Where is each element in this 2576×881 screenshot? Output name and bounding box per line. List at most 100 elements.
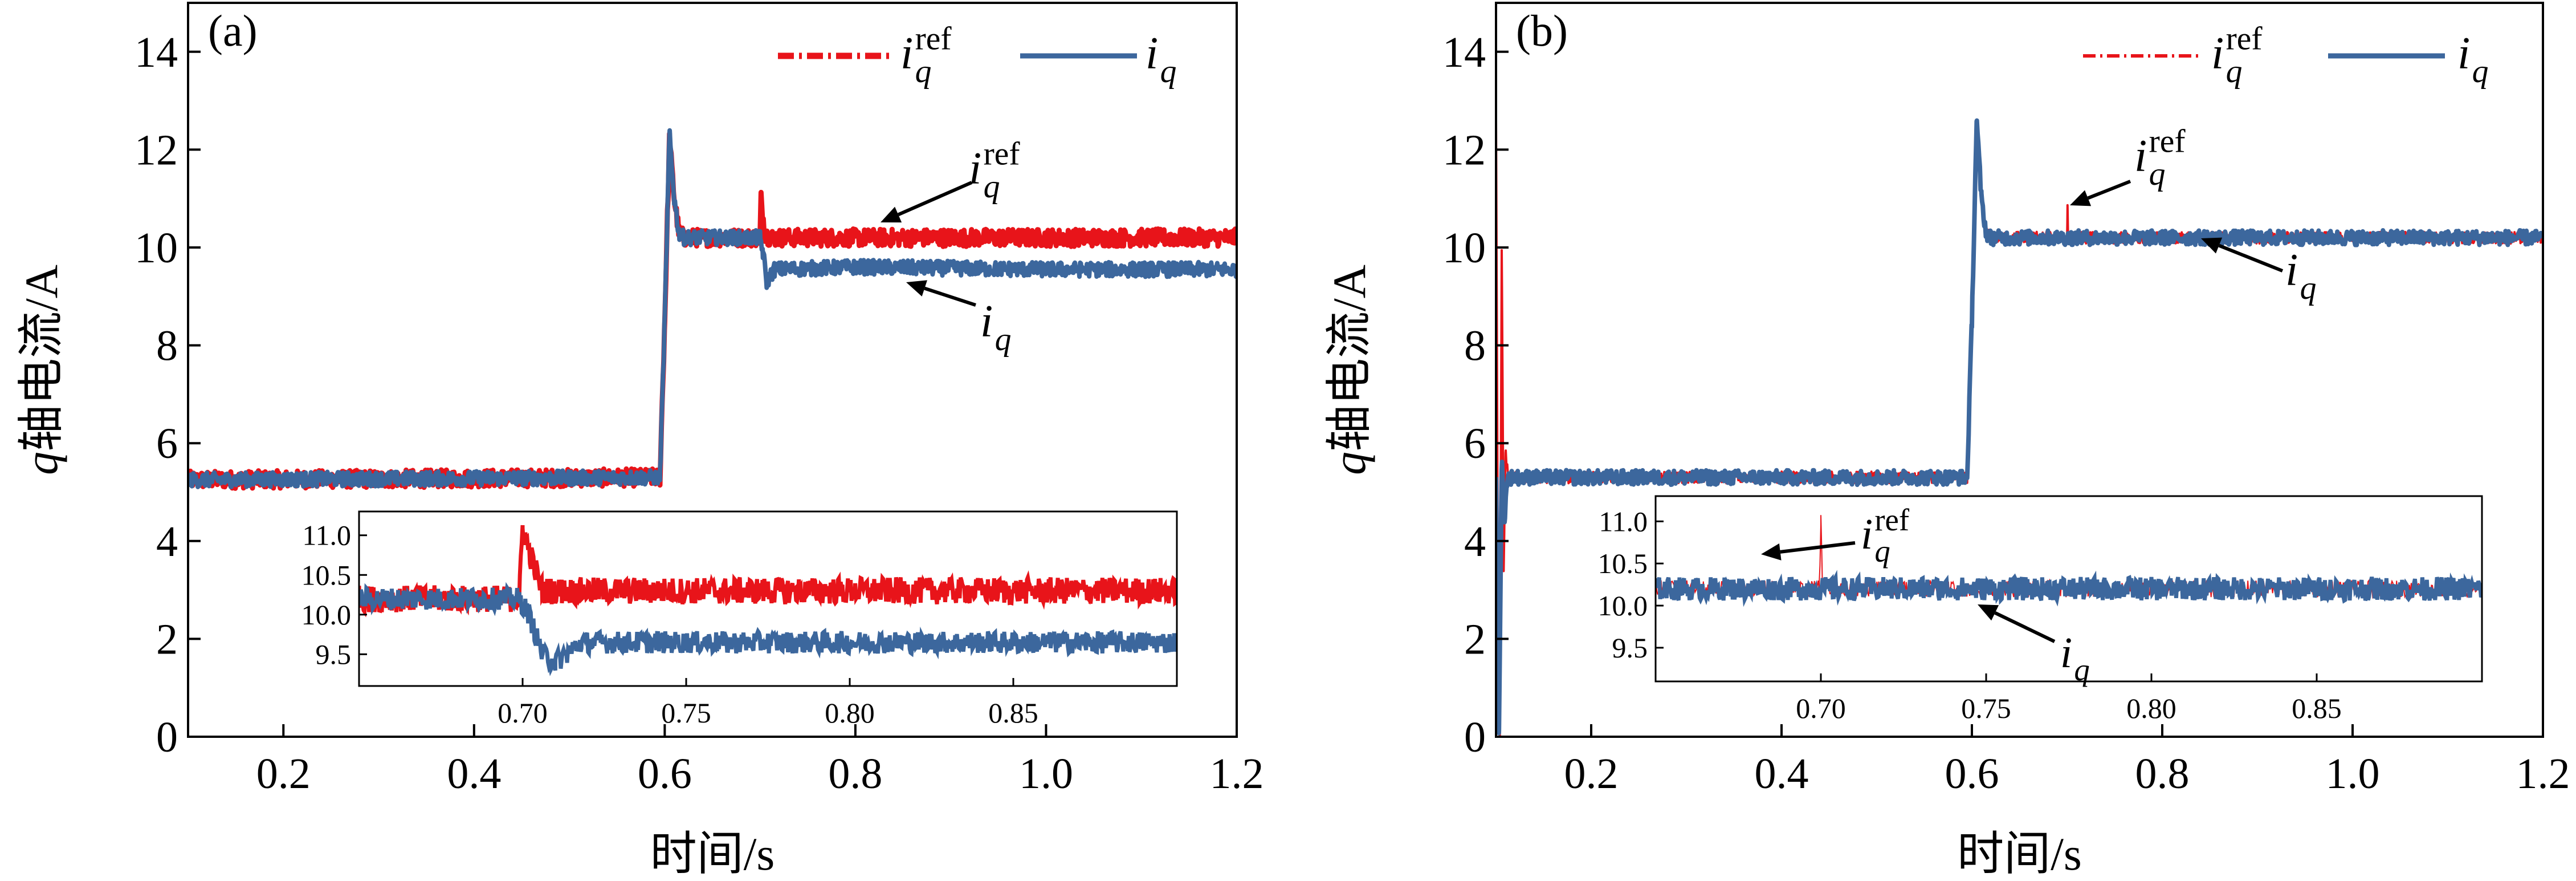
annotation-label-iq-ref-base: i: [969, 144, 981, 194]
x-tick-label: 1.0: [1019, 750, 1073, 798]
inset-annotation-label-iq-sub: q: [2074, 652, 2089, 687]
annotation-label-iq-base: i: [980, 297, 993, 347]
inset-x-tick-label: 0.80: [825, 697, 875, 729]
legend-label-iq-ref-sup: ref: [915, 21, 952, 56]
inset-y-tick-label: 9.5: [316, 638, 352, 670]
x-axis-label: 时间/s: [650, 828, 775, 878]
legend-label-iq-ref-sup: ref: [2226, 21, 2263, 56]
annotation-arrow-iq-ref: [881, 181, 973, 223]
x-tick-label: 0.6: [638, 750, 692, 798]
annotation-arrow-iq-shaft: [924, 286, 976, 307]
inset-annotation-arrow-iq-shaft: [1994, 611, 2056, 643]
y-axis-label: q轴电流/A: [15, 265, 67, 475]
inset-series-group: [1656, 515, 2482, 607]
x-tick-label: 0.6: [1945, 750, 1999, 798]
legend-label-iq-base: i: [2457, 29, 2470, 79]
x-tick-label: 1.2: [1210, 750, 1264, 798]
legend-label-iq-ref-base: i: [2211, 29, 2224, 79]
y-tick-label: 2: [1464, 615, 1486, 663]
annotation-arrow-iq-shaft: [2218, 243, 2284, 273]
series-group: [1496, 118, 2543, 737]
annotation-arrow-iq: [906, 280, 976, 307]
inset-series-iq-line: [359, 582, 1177, 676]
inset-annotation-label-iq-base: i: [2060, 629, 2072, 677]
inset-y-tick-label: 11.0: [302, 519, 351, 551]
inset-x-tick-label: 0.75: [661, 697, 711, 729]
annotation-label-iq-sub: q: [995, 322, 1012, 358]
y-tick-label: 0: [156, 713, 178, 761]
inset-annotation-arrow-iq-ref: [1761, 541, 1856, 561]
inset-annotation-label-iq-ref-sup: ref: [1874, 502, 1910, 537]
legend-label-iq-ref-sub: q: [2226, 54, 2243, 90]
y-axis-label-rest: 轴电流/A: [1323, 265, 1375, 452]
y-axis-label-var: q: [15, 452, 67, 475]
x-tick-label: 1.0: [2326, 750, 2380, 798]
inset-x-tick-label: 0.75: [1961, 692, 2011, 724]
inset-y-tick-label: 11.0: [1599, 505, 1648, 537]
series-iq-ref-line: [188, 131, 1237, 491]
x-tick-label: 0.8: [2135, 750, 2190, 798]
inset-frame: [358, 510, 1178, 687]
series-group: [188, 128, 1237, 491]
inset-x-tick-label: 0.85: [2292, 692, 2342, 724]
annotation-arrow-iq-head: [906, 280, 927, 297]
series-iq-line: [1496, 118, 2543, 736]
y-axis-label-var: q: [1323, 452, 1375, 475]
inset-annotation-arrow-iq-head: [1978, 604, 1999, 621]
y-tick-label: 12: [1442, 126, 1486, 174]
x-axis-label: 时间/s: [1957, 828, 2082, 878]
x-tick-label: 0.4: [1755, 750, 1809, 798]
annotation-label-iq-ref-sub: q: [984, 169, 1000, 205]
inset-y-tick-label: 10.5: [1598, 547, 1648, 579]
inset-x-tick-label: 0.85: [988, 697, 1038, 729]
y-tick-label: 8: [156, 322, 178, 370]
legend-label-iq-sub: q: [2472, 54, 2489, 90]
x-tick-label: 0.2: [256, 750, 311, 798]
y-axis-label: q轴电流/A: [1323, 265, 1375, 475]
y-tick-label: 6: [156, 420, 178, 468]
annotation-label-iq-ref-sup: ref: [2149, 123, 2186, 159]
annotation-label-iq-ref-sub: q: [2149, 156, 2166, 192]
series-iq-line: [188, 128, 1237, 489]
inset-annotation-label-iq-ref-sub: q: [1874, 534, 1890, 569]
y-tick-label: 14: [1442, 29, 1486, 76]
x-tick-label: 0.8: [828, 750, 882, 798]
x-tick-label: 0.2: [1564, 750, 1619, 798]
annotation-arrow-iq-ref: [2070, 180, 2131, 206]
inset-annotation-arrow-iq: [1978, 604, 2056, 643]
y-tick-label: 0: [1464, 713, 1486, 761]
annotation-arrow-iq-ref-head: [881, 206, 902, 223]
legend-label-iq-ref-base: i: [900, 29, 913, 79]
annotation-arrow-iq-ref-shaft: [897, 181, 973, 217]
annotation-label-iq-ref-sup: ref: [984, 136, 1021, 172]
y-tick-label: 4: [1464, 518, 1486, 566]
panel-label: (b): [1516, 6, 1568, 55]
inset-y-tick-label: 10.5: [301, 559, 352, 591]
annotation-arrow-iq-head: [2201, 237, 2223, 254]
y-tick-label: 6: [1464, 420, 1486, 468]
y-tick-label: 12: [134, 126, 178, 174]
annotation-arrow-iq-ref-shaft: [2087, 180, 2131, 200]
inset-annotation-label-iq-ref-base: i: [1861, 510, 1873, 558]
inset-series-group: [359, 525, 1177, 676]
y-tick-label: 8: [1464, 322, 1486, 370]
y-tick-label: 10: [134, 224, 178, 272]
inset-y-tick-label: 10.0: [301, 599, 352, 631]
panel-label: (a): [208, 6, 258, 55]
annotation-label-iq-base: i: [2285, 245, 2298, 295]
